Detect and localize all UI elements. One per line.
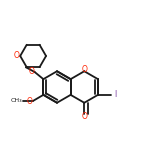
Text: O: O: [81, 112, 87, 121]
Text: CH₃: CH₃: [10, 98, 22, 103]
Text: O: O: [28, 67, 34, 76]
Text: O: O: [27, 96, 32, 105]
Text: O: O: [81, 65, 87, 74]
Text: I: I: [114, 90, 116, 99]
Text: O: O: [14, 51, 20, 60]
